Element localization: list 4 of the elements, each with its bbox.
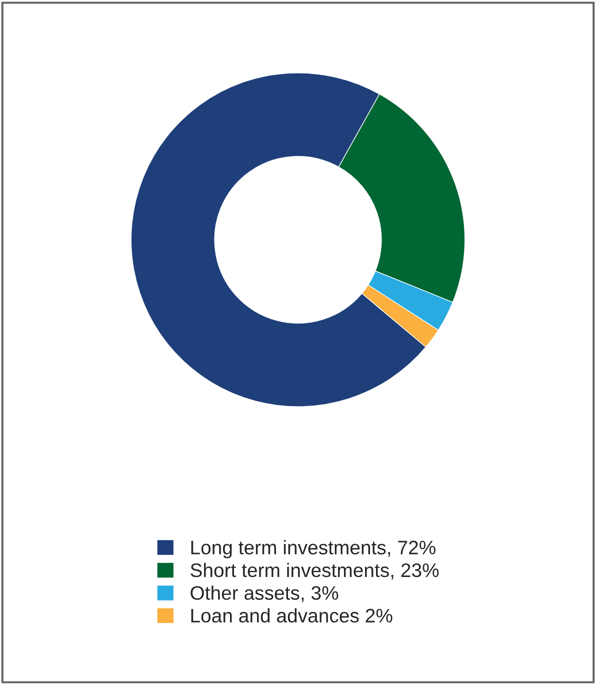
legend-label: Other assets, 3% bbox=[190, 586, 338, 602]
legend-label: Long term investments, 72% bbox=[191, 540, 436, 558]
legend-label: Loan and advances 2% bbox=[191, 608, 392, 623]
legend-label: Short term investments, 23% bbox=[190, 562, 439, 580]
